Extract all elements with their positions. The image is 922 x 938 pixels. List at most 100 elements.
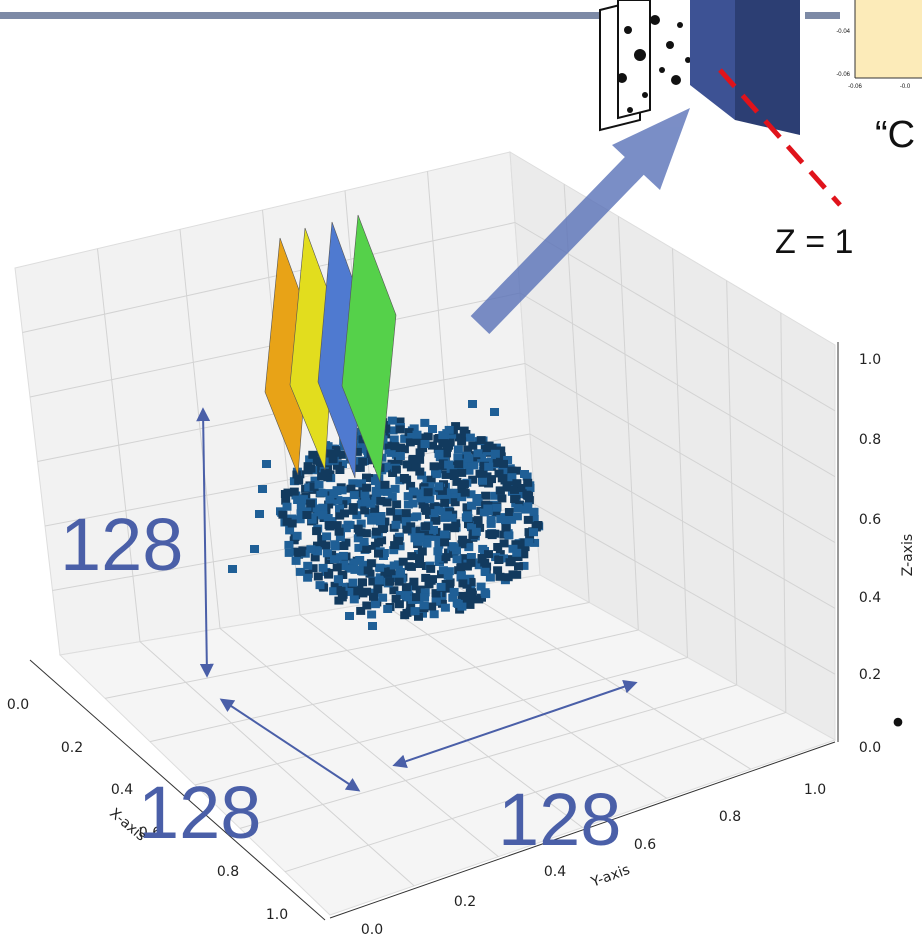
voxel bbox=[424, 488, 433, 496]
z-tick-label: 0.8 bbox=[859, 432, 881, 448]
voxel bbox=[454, 460, 463, 468]
y-tick-label: 0.6 bbox=[634, 837, 656, 853]
voxel bbox=[456, 564, 465, 572]
voxel bbox=[376, 518, 385, 526]
x-tick-label: 0.0 bbox=[7, 697, 29, 713]
voxel bbox=[395, 578, 404, 586]
voxel bbox=[399, 558, 408, 566]
top-rule bbox=[0, 12, 600, 19]
voxel bbox=[505, 508, 514, 516]
voxel bbox=[349, 503, 358, 511]
voxel bbox=[434, 482, 443, 490]
voxel bbox=[440, 538, 449, 546]
voxel bbox=[407, 563, 416, 571]
voxel bbox=[297, 503, 306, 511]
voxel bbox=[453, 555, 462, 563]
caption-fragment: “C bbox=[875, 114, 915, 156]
voxel bbox=[358, 458, 367, 466]
voxel bbox=[404, 492, 413, 500]
voxel bbox=[474, 516, 483, 524]
voxel bbox=[392, 466, 401, 474]
dimension-label: 128 bbox=[138, 771, 261, 854]
voxel bbox=[319, 564, 328, 572]
voxel bbox=[312, 527, 321, 535]
voxel bbox=[334, 575, 343, 583]
voxel bbox=[333, 563, 342, 571]
voxel bbox=[413, 431, 422, 439]
y-tick-label: 0.0 bbox=[361, 922, 383, 938]
voxel bbox=[450, 543, 459, 551]
voxel bbox=[303, 574, 312, 582]
voxel bbox=[450, 524, 459, 532]
voxel bbox=[484, 463, 493, 471]
voxel bbox=[466, 434, 475, 442]
bullet: • bbox=[889, 707, 907, 742]
voxel bbox=[406, 438, 415, 446]
voxel bbox=[293, 532, 302, 540]
voxel bbox=[421, 440, 430, 448]
voxel bbox=[487, 475, 496, 483]
voxel bbox=[369, 593, 378, 601]
voxel bbox=[362, 484, 371, 492]
voxel bbox=[322, 532, 331, 540]
voxel bbox=[520, 470, 529, 478]
voxel bbox=[302, 511, 311, 519]
voxel bbox=[468, 591, 477, 599]
voxel bbox=[335, 528, 344, 536]
voxel bbox=[464, 454, 473, 462]
voxel bbox=[375, 564, 384, 572]
voxel bbox=[412, 512, 421, 520]
voxel bbox=[530, 508, 539, 516]
x-tick-label: 0.2 bbox=[61, 740, 83, 756]
voxel bbox=[443, 511, 452, 519]
voxel bbox=[467, 502, 476, 510]
voxel bbox=[390, 442, 399, 450]
voxel bbox=[362, 602, 371, 610]
voxel bbox=[415, 468, 424, 476]
voxel bbox=[364, 566, 373, 574]
voxel bbox=[441, 604, 450, 612]
inset-tick: -0.06 bbox=[848, 84, 862, 90]
voxel bbox=[504, 531, 513, 539]
voxel bbox=[492, 504, 501, 512]
voxel bbox=[255, 510, 264, 518]
voxel bbox=[512, 549, 521, 557]
voxel bbox=[493, 543, 502, 551]
voxel bbox=[463, 514, 472, 522]
voxel bbox=[350, 491, 359, 499]
voxel bbox=[432, 470, 441, 478]
voxel bbox=[354, 586, 363, 594]
dimension-label: 128 bbox=[498, 778, 621, 861]
voxel bbox=[358, 578, 367, 586]
voxel bbox=[318, 511, 327, 519]
voxel bbox=[512, 571, 521, 579]
voxel bbox=[303, 562, 312, 570]
voxel bbox=[381, 481, 390, 489]
voxel bbox=[499, 460, 508, 468]
voxel bbox=[457, 437, 466, 445]
voxel bbox=[481, 588, 490, 596]
voxel bbox=[390, 541, 399, 549]
voxel bbox=[388, 417, 397, 425]
voxel bbox=[297, 548, 306, 556]
voxel bbox=[345, 612, 354, 620]
z-label: Z = 1 bbox=[775, 223, 853, 261]
voxel bbox=[474, 449, 483, 457]
voxel bbox=[483, 505, 492, 513]
voxel bbox=[306, 500, 315, 508]
voxel bbox=[490, 530, 499, 538]
voxel bbox=[402, 509, 411, 517]
voxel bbox=[250, 545, 259, 553]
voxel bbox=[325, 521, 334, 529]
voxel bbox=[494, 556, 503, 564]
voxel bbox=[525, 538, 534, 546]
top-rule bbox=[805, 12, 840, 19]
voxel bbox=[407, 552, 416, 560]
voxel bbox=[392, 500, 401, 508]
slide: 0.00.20.40.60.81.00.00.20.40.60.81.00.00… bbox=[0, 0, 922, 938]
voxel bbox=[331, 542, 340, 550]
y-tick-label: 1.0 bbox=[804, 782, 826, 798]
voxel bbox=[458, 536, 467, 544]
voxel bbox=[440, 439, 449, 447]
voxel bbox=[512, 479, 521, 487]
